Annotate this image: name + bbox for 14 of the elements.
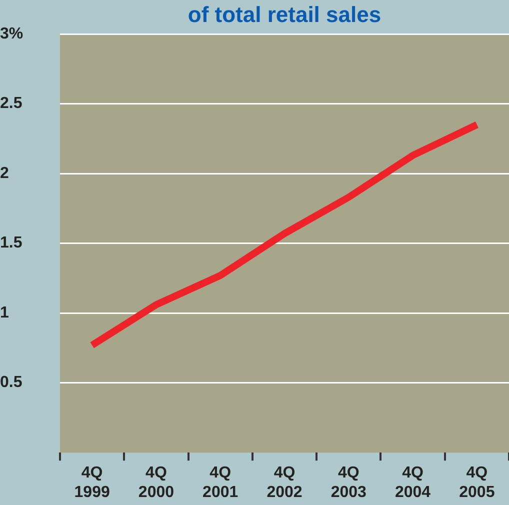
x-tick-label: 4Q 2005 [459, 464, 495, 501]
y-tick-label: 3% [0, 25, 24, 42]
x-tick-label: 4Q 2001 [202, 464, 238, 501]
x-tick-label: 4Q 2003 [330, 464, 367, 501]
x-tick-label: 4Q 2002 [266, 464, 302, 501]
x-tick-label: 4Q 2000 [138, 464, 174, 501]
x-tick-label: 4Q 2004 [394, 464, 431, 501]
y-tick-label: 1 [0, 304, 9, 322]
y-tick-label: 2 [0, 164, 9, 182]
y-tick-label: 2.5 [0, 95, 22, 112]
x-tick-label: 4Q 1999 [74, 464, 110, 501]
y-tick-label: 1.5 [0, 234, 22, 252]
y-tick-label: 0.5 [0, 374, 22, 392]
chart-title: of total retail sales [186, 2, 382, 28]
